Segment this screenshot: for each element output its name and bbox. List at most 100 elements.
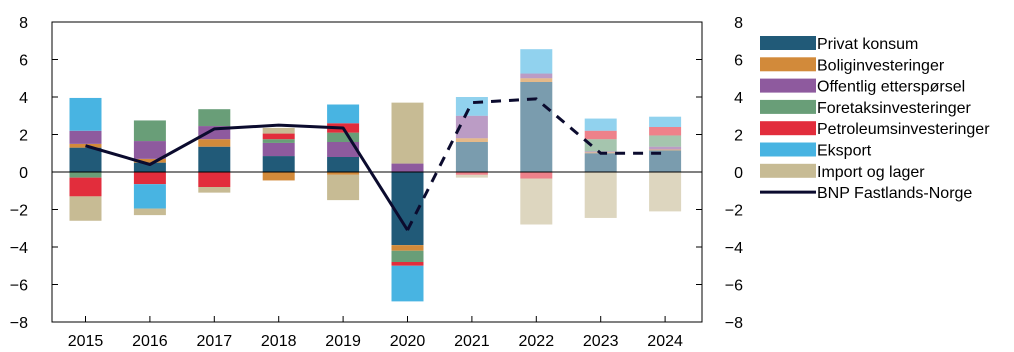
bar-segment-6-2022 [520, 49, 553, 74]
bar-segment-4-2018 [262, 139, 295, 143]
y-tick-label-left: −8 [10, 315, 28, 332]
y-tick-label-right: 2 [734, 128, 743, 145]
y-tick-label-left: 8 [19, 15, 28, 32]
bar-segment-5-2024 [649, 127, 682, 136]
y-tick-label-left: 2 [19, 128, 28, 145]
bar-segment-5-2015 [69, 177, 102, 197]
bar-segment-6-2019 [327, 104, 360, 124]
legend-label-4: Foretaksinvesteringer [817, 100, 972, 117]
bar-segment-6-2024 [649, 116, 682, 127]
bar-segment-5-2022 [520, 172, 553, 179]
y-tick-label-right: 6 [734, 53, 743, 70]
y-tick-label-left: 6 [19, 53, 28, 70]
y-tick-label-left: −2 [10, 203, 28, 220]
bar-segment-3-2021 [455, 115, 488, 139]
bar-segment-2-2024 [649, 149, 682, 151]
bar-segment-1-2018 [262, 156, 295, 172]
x-tick-label-2020: 2020 [390, 333, 426, 350]
bar-segment-7-2022 [520, 178, 553, 225]
bar-segment-5-2016 [133, 172, 166, 185]
x-tick-label-2019: 2019 [325, 333, 361, 350]
bar-segment-2-2020 [391, 245, 424, 251]
legend-label-5: Petroleumsinvesteringer [817, 121, 990, 138]
legend-label-7: Import og lager [817, 164, 925, 181]
bar-segment-6-2016 [133, 184, 166, 209]
line-layer [85, 97, 666, 231]
bar-segment-4-2023 [584, 139, 617, 152]
bar-segment-2-2016 [133, 158, 166, 163]
bar-segment-1-2021 [455, 142, 488, 172]
legend-swatch-5 [760, 121, 816, 136]
bar-segment-1-2022 [520, 82, 553, 172]
bar-segment-1-2023 [584, 153, 617, 172]
x-tick-label-2023: 2023 [583, 333, 619, 350]
y-tick-label-left: 4 [19, 90, 28, 107]
bar-segment-3-2016 [133, 141, 166, 159]
x-tick-label-2015: 2015 [68, 333, 104, 350]
bar-segment-3-2015 [69, 130, 102, 144]
legend-swatch-4 [760, 99, 816, 114]
x-tick-label-2016: 2016 [132, 333, 168, 350]
bar-segment-5-2023 [584, 130, 617, 140]
bar-segment-7-2024 [649, 172, 682, 212]
bar-segment-3-2019 [327, 142, 360, 157]
x-tick-label-2018: 2018 [261, 333, 297, 350]
bar-segment-1-2017 [198, 146, 231, 172]
legend-label-3: Offentlig etterspørsel [817, 79, 965, 96]
gdp-line-projection [406, 97, 666, 231]
bars-layer [69, 49, 682, 302]
legend-swatch-3 [760, 78, 816, 93]
y-tick-label-left: −4 [10, 240, 28, 257]
y-tick-label-right: 8 [734, 15, 743, 32]
bar-segment-7-2017 [198, 187, 231, 193]
legend-label-2: Boliginvesteringer [817, 57, 945, 74]
axes-layer: 8 8 6 6 4 4 2 2 0 0 −2 −2 −4 −4 −6 −6 −8 −8 2015 2016 2017 20… [10, 15, 743, 350]
bar-segment-4-2017 [198, 109, 231, 127]
bar-segment-1-2019 [327, 157, 360, 172]
legend-swatch-7 [760, 163, 816, 178]
bar-segment-5-2021 [455, 172, 488, 175]
x-tick-label-2021: 2021 [454, 333, 490, 350]
bar-segment-5-2018 [262, 133, 295, 140]
y-tick-label-right: −6 [725, 278, 743, 295]
bar-segment-6-2015 [69, 97, 102, 131]
y-tick-label-right: −4 [725, 240, 743, 257]
bar-segment-4-2016 [133, 120, 166, 142]
y-tick-label-left: −6 [10, 278, 28, 295]
bar-segment-6-2021 [455, 97, 488, 116]
bar-segment-2-2022 [520, 78, 553, 82]
plot-frame [51, 21, 703, 323]
y-tick-label-right: −8 [725, 315, 743, 332]
bar-segment-4-2024 [649, 135, 682, 147]
bar-segment-7-2023 [584, 172, 617, 218]
legend-label-6: Eksport [817, 143, 872, 160]
bar-segment-7-2016 [133, 208, 166, 216]
bar-segment-7-2019 [327, 174, 360, 201]
y-tick-label-right: 4 [734, 90, 743, 107]
bar-segment-7-2021 [455, 174, 488, 178]
legend-swatch-2 [760, 57, 816, 72]
bar-segment-2-2019 [327, 172, 360, 175]
bar-segment-1-2016 [133, 162, 166, 173]
y-tick-label-left: 0 [19, 165, 28, 182]
bar-segment-5-2020 [391, 262, 424, 266]
legend-label-1: Privat konsum [817, 36, 918, 53]
gdp-line-history [85, 123, 409, 231]
bar-segment-3-2024 [649, 146, 682, 150]
bar-segment-3-2018 [262, 142, 295, 157]
bar-segment-7-2018 [262, 127, 295, 134]
legend-swatch-1 [760, 36, 816, 50]
y-tick-label-right: −2 [725, 203, 743, 220]
bar-segment-2-2017 [198, 139, 231, 147]
bar-segment-2-2018 [262, 172, 295, 181]
legend: Privat konsum Boliginvesteringer Offentlig… [760, 36, 990, 202]
bar-segment-1-2015 [69, 147, 102, 173]
x-tick-label-2017: 2017 [197, 333, 233, 350]
bar-segment-1-2024 [649, 150, 682, 172]
bar-segment-2-2021 [455, 138, 488, 142]
legend-label-line: BNP Fastlands-Norge [817, 185, 972, 202]
bar-segment-4-2015 [69, 172, 102, 178]
legend-swatch-6 [760, 142, 816, 157]
bar-segment-4-2020 [391, 250, 424, 262]
